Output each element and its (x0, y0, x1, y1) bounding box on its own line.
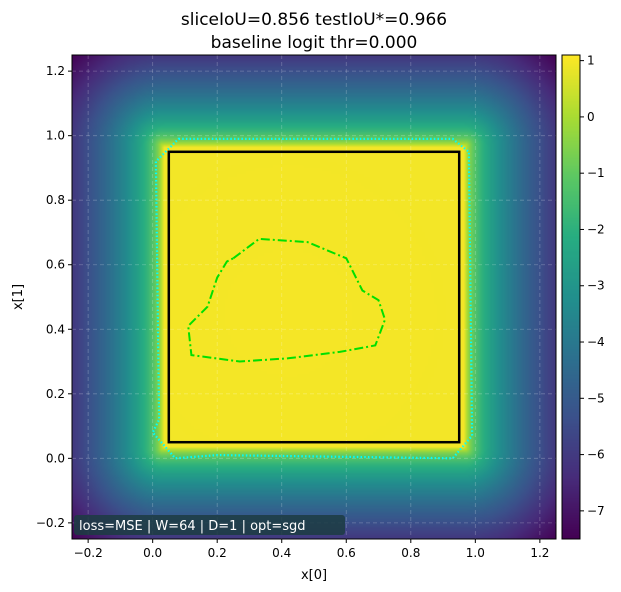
colorbar-tick-label-8: −7 (587, 504, 605, 518)
decision-boundary-contour (151, 137, 474, 460)
plot-area (72, 55, 556, 539)
annotation-box: loss=MSE | W=64 | D=1 | opt=sgd (74, 515, 345, 535)
x-tick-label-5: 0.8 (401, 546, 420, 560)
colorbar-tick-label-0: 1 (587, 54, 595, 68)
annotation-text: loss=MSE | W=64 | D=1 | opt=sgd (79, 519, 306, 534)
y-axis-ticks: −0.2 0.0 0.2 0.4 0.6 0.8 1.0 1.2 (36, 64, 72, 530)
x-tick-label-0: −0.2 (74, 546, 103, 560)
y-tick-label-5: 0.8 (46, 193, 65, 207)
x-tick-label-3: 0.4 (272, 546, 291, 560)
chart-title-line-1: sliceIoU=0.856 testIoU*=0.966 (181, 10, 447, 30)
colorbar-tick-label-7: −6 (587, 448, 605, 462)
y-tick-label-3: 0.4 (46, 322, 65, 336)
y-tick-label-7: 1.2 (46, 64, 65, 78)
x-axis-label: x[0] (301, 568, 327, 583)
slice-boundary-contour (187, 237, 387, 363)
annotation-background (74, 515, 345, 535)
x-tick-label-7: 1.2 (530, 546, 549, 560)
colorbar-frame (561, 54, 581, 540)
plot-frame (71, 54, 557, 540)
y-tick-label-1: 0.0 (46, 451, 65, 465)
colorbar-gradient (562, 55, 580, 539)
chart-title-line-2: baseline logit thr=0.000 (211, 33, 418, 53)
colorbar-tick-label-2: −1 (587, 166, 605, 180)
x-tick-label-1: 0.0 (143, 546, 162, 560)
colorbar-tick-label-3: −2 (587, 222, 605, 236)
x-tick-label-6: 1.0 (466, 546, 485, 560)
heatmap-image (72, 55, 556, 539)
y-tick-label-0: −0.2 (36, 516, 65, 530)
y-tick-label-6: 1.0 (46, 129, 65, 143)
colorbar-tick-label-6: −5 (587, 391, 605, 405)
x-axis-ticks: −0.2 0.0 0.2 0.4 0.6 0.8 1.0 1.2 (74, 539, 549, 560)
colorbar-ticks: 1 0 −1 −2 −3 −4 −5 −6 −7 (580, 54, 605, 518)
y-axis-label: x[1] (11, 284, 26, 310)
x-tick-label-2: 0.2 (208, 546, 227, 560)
colorbar: 1 0 −1 −2 −3 −4 −5 −6 −7 (561, 54, 605, 540)
y-tick-label-2: 0.2 (46, 387, 65, 401)
y-tick-label-4: 0.6 (46, 258, 65, 272)
colorbar-tick-label-5: −4 (587, 335, 605, 349)
colorbar-tick-label-4: −3 (587, 279, 605, 293)
x-tick-label-4: 0.6 (337, 546, 356, 560)
true-square-outline (167, 150, 461, 444)
colorbar-tick-label-1: 0 (587, 110, 595, 124)
